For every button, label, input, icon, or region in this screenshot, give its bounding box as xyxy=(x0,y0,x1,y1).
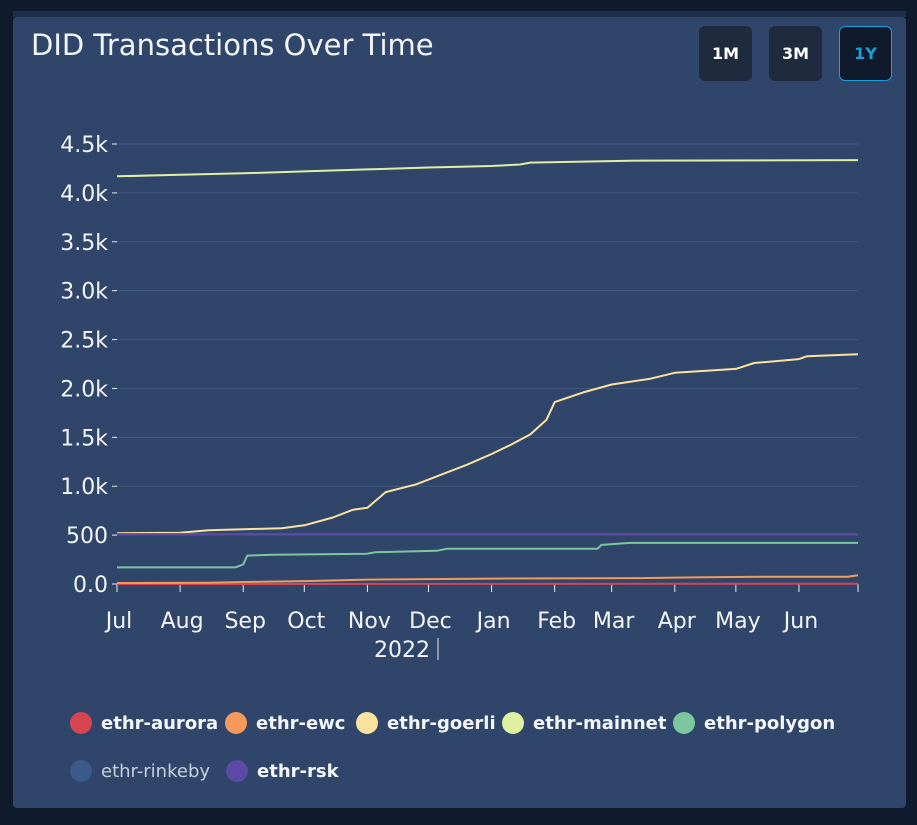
range-3m-button[interactable]: 3M xyxy=(769,26,822,81)
y-tick-label: 1.0k xyxy=(60,475,108,500)
legend-label: ethr-rinkeby xyxy=(101,760,211,782)
legend-label: ethr-ewc xyxy=(256,712,346,734)
x-tick-label: Aug xyxy=(161,609,204,634)
legend-dot-icon xyxy=(225,712,247,734)
series-line-ethr-mainnet xyxy=(116,159,859,178)
legend-item-ethr-rsk[interactable]: ethr-rsk xyxy=(226,760,339,782)
y-tick-label: 2.5k xyxy=(60,329,108,354)
legend-label: ethr-goerli xyxy=(387,712,496,734)
range-1m-button[interactable]: 1M xyxy=(699,26,752,81)
legend-item-ethr-goerli[interactable]: ethr-goerli xyxy=(356,712,496,734)
legend-item-ethr-rinkeby[interactable]: ethr-rinkeby xyxy=(70,760,210,782)
y-tick-label: 2.0k xyxy=(60,377,108,402)
y-tick-label: 0.0 xyxy=(73,573,108,598)
x-tick-label: Apr xyxy=(658,609,697,634)
series-line-ethr-goerli xyxy=(116,353,859,535)
legend-dot-icon xyxy=(70,712,92,734)
legend-dot-icon xyxy=(356,712,378,734)
y-tick-label: 500 xyxy=(66,524,108,549)
y-tick-label: 4.5k xyxy=(60,133,108,158)
legend-item-ethr-aurora[interactable]: ethr-aurora xyxy=(70,712,218,734)
x-tick-label: Nov xyxy=(348,609,391,634)
legend-dot-icon xyxy=(70,760,92,782)
x-tick-label: Jul xyxy=(104,609,133,634)
x-tick-label: Oct xyxy=(287,609,325,634)
x-year-label: 2022 xyxy=(374,638,430,663)
legend-label: ethr-mainnet xyxy=(533,712,667,734)
y-tick-label: 3.5k xyxy=(60,231,108,256)
legend-item-ethr-ewc[interactable]: ethr-ewc xyxy=(225,712,345,734)
y-tick-label: 1.5k xyxy=(60,426,108,451)
series-line-ethr-polygon xyxy=(117,541,858,569)
range-1y-button[interactable]: 1Y xyxy=(839,26,892,81)
y-tick-label: 3.0k xyxy=(60,280,108,305)
panel-top-edge xyxy=(13,11,906,17)
legend-dot-icon xyxy=(502,712,524,734)
legend-item-ethr-mainnet[interactable]: ethr-mainnet xyxy=(502,712,667,734)
x-tick-label: Jan xyxy=(475,609,511,634)
legend-dot-icon xyxy=(226,760,248,782)
chart-title: DID Transactions Over Time xyxy=(31,28,434,62)
x-tick-label: Sep xyxy=(224,609,265,634)
x-tick-label: Jun xyxy=(782,609,818,634)
x-tick-label: May xyxy=(715,609,760,634)
y-tick-label: 4.0k xyxy=(60,182,108,207)
x-tick-label: Dec xyxy=(409,609,452,634)
chart-panel xyxy=(13,17,906,808)
legend-dot-icon xyxy=(673,712,695,734)
series-line-ethr-ewc xyxy=(116,574,859,584)
x-tick-label: Mar xyxy=(593,609,635,634)
x-tick-label: Feb xyxy=(537,609,576,634)
legend-label: ethr-aurora xyxy=(101,712,219,734)
legend-item-ethr-polygon[interactable]: ethr-polygon xyxy=(673,712,835,734)
legend-label: ethr-polygon xyxy=(704,712,836,734)
line-chart: 0.0 500 1.0k 1.5k 2.0k 2.5k 3.0k 3.5k 4.0k 4.5k Ju… xyxy=(60,133,859,663)
legend-label: ethr-rsk xyxy=(257,760,339,782)
